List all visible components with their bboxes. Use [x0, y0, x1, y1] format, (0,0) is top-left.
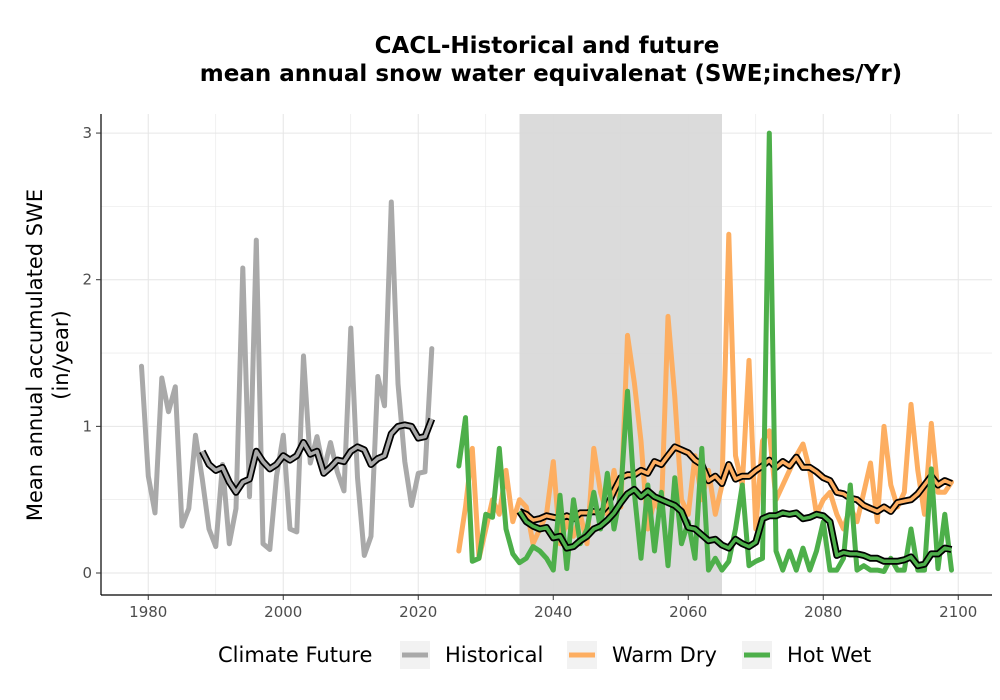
- x-tick-label: 2100: [939, 603, 977, 621]
- chart-title: CACL-Historical and future: [375, 33, 720, 59]
- y-axis-label-line1: Mean annual accumulated SWE: [23, 189, 47, 521]
- x-tick-label: 2040: [534, 603, 572, 621]
- y-axis-label-line2: (in/year): [49, 310, 73, 399]
- legend-entry-hot-wet: Hot Wet: [742, 641, 871, 669]
- axes: 1980 2000 2020 2040 2060 2080 2100 0 1 2 3: [82, 114, 992, 621]
- y-tick-label: 0: [82, 564, 92, 582]
- chart-subtitle: mean annual snow water equivalenat (SWE;…: [200, 61, 902, 87]
- x-tick-label: 2080: [804, 603, 842, 621]
- series-line-historical: [139, 199, 435, 558]
- reference-period-band: [519, 114, 722, 595]
- x-tick-label: 2020: [399, 603, 437, 621]
- legend-label-historical: Historical: [445, 643, 543, 667]
- legend-label-warm-dry: Warm Dry: [612, 643, 717, 667]
- y-tick-label: 3: [82, 124, 92, 142]
- x-tick-label: 2000: [264, 603, 302, 621]
- series-layer: [139, 130, 954, 574]
- series-line-hot-wet: [456, 130, 954, 574]
- legend-label-hot-wet: Hot Wet: [787, 643, 871, 667]
- y-tick-label: 1: [82, 417, 92, 435]
- legend-entry-historical: Historical: [400, 641, 543, 669]
- y-tick-label: 2: [82, 271, 92, 289]
- x-tick-label: 2060: [669, 603, 707, 621]
- legend-title: Climate Future: [218, 643, 372, 667]
- legend: Climate Future Historical Warm Dry Hot W…: [218, 641, 871, 669]
- series-line-historical-smoothed: [200, 418, 434, 495]
- x-tick-label: 1980: [129, 603, 167, 621]
- legend-entry-warm-dry: Warm Dry: [567, 641, 717, 669]
- series-line-hot-wet-smoothed: [518, 487, 952, 568]
